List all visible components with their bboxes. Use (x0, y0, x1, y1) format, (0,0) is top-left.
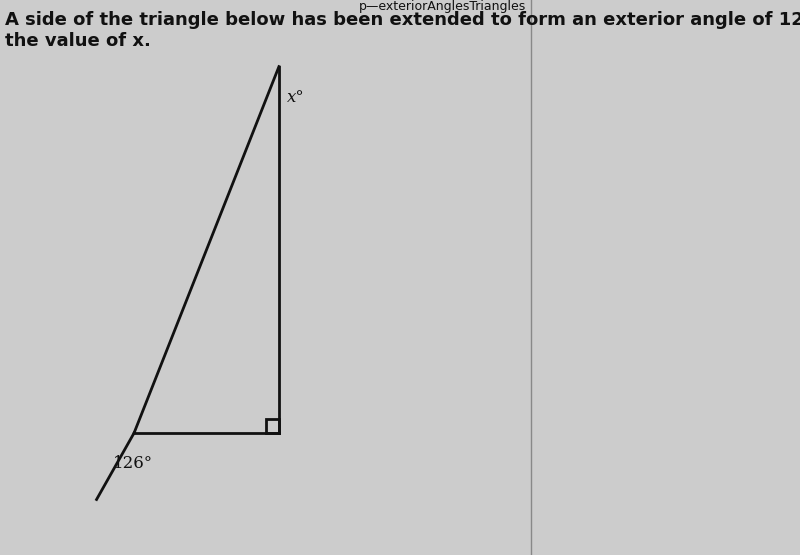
Text: A side of the triangle below has been extended to form an exterior angle of 126°: A side of the triangle below has been ex… (6, 11, 800, 50)
Text: x°: x° (287, 89, 305, 106)
Bar (266, 419, 279, 433)
Text: 126°: 126° (113, 455, 153, 472)
Text: p—exteriorAnglesTriangles: p—exteriorAnglesTriangles (358, 0, 526, 13)
